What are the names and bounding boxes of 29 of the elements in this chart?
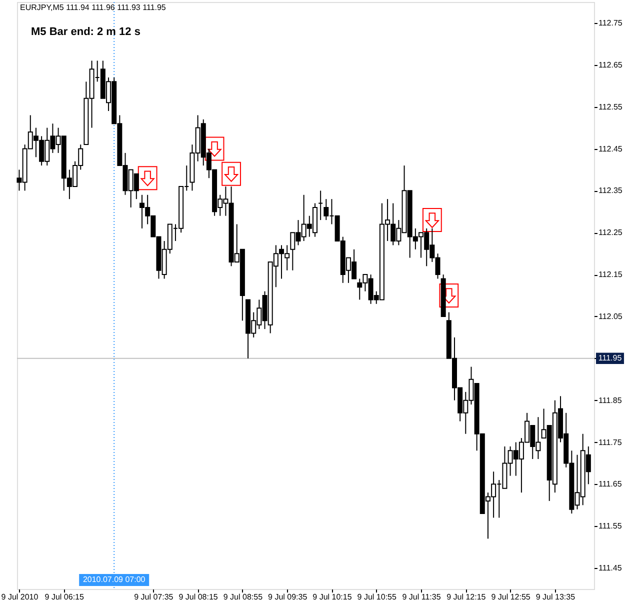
y-tick-label: 111.65 (598, 480, 622, 489)
y-tick-label: 112.05 (598, 312, 623, 321)
y-tick-label: 111.85 (598, 396, 622, 405)
x-tick-label: 9 Jul 10:15 (312, 592, 352, 602)
x-tick-label: 9 Jul 12:55 (491, 592, 531, 602)
y-tick-label: 111.55 (598, 522, 622, 531)
y-tick-label: 112.55 (598, 102, 623, 112)
x-tick-label: 9 Jul 10:55 (357, 592, 397, 602)
ref-line-label: 2010.07.09 07:00 (82, 575, 146, 584)
y-tick-label: 112.15 (598, 270, 623, 280)
y-tick-label: 112.25 (598, 228, 623, 238)
x-tick-label: 9 Jul 08:15 (178, 592, 218, 602)
x-tick-label: 9 Jul 11:35 (402, 592, 442, 602)
x-tick-label: 9 Jul 07:35 (134, 592, 174, 602)
x-tick-label: 9 Jul 2010 (1, 592, 39, 602)
annotation: M5 Bar end: 2 m 12 s (31, 26, 140, 38)
x-tick-label: 9 Jul 06:15 (44, 592, 84, 602)
y-tick-label: 112.45 (598, 144, 623, 154)
y-tick-label: 111.45 (598, 564, 622, 573)
y-tick-label: 111.75 (598, 438, 622, 447)
y-tick-label: 112.75 (598, 18, 623, 28)
y-tick-label: 112.65 (598, 60, 623, 70)
x-tick-label: 9 Jul 08:55 (223, 592, 264, 602)
y-tick-label: 112.35 (598, 186, 623, 196)
x-tick-label: 9 Jul 09:35 (268, 592, 308, 602)
x-tick-label: 9 Jul 13:35 (536, 592, 576, 602)
chart-title: EURJPY,M5 111.94 111.96 111.93 111.95 (20, 3, 166, 12)
x-tick-label: 9 Jul 12:15 (446, 592, 486, 602)
ref-line-label: 111.95 (598, 353, 622, 362)
